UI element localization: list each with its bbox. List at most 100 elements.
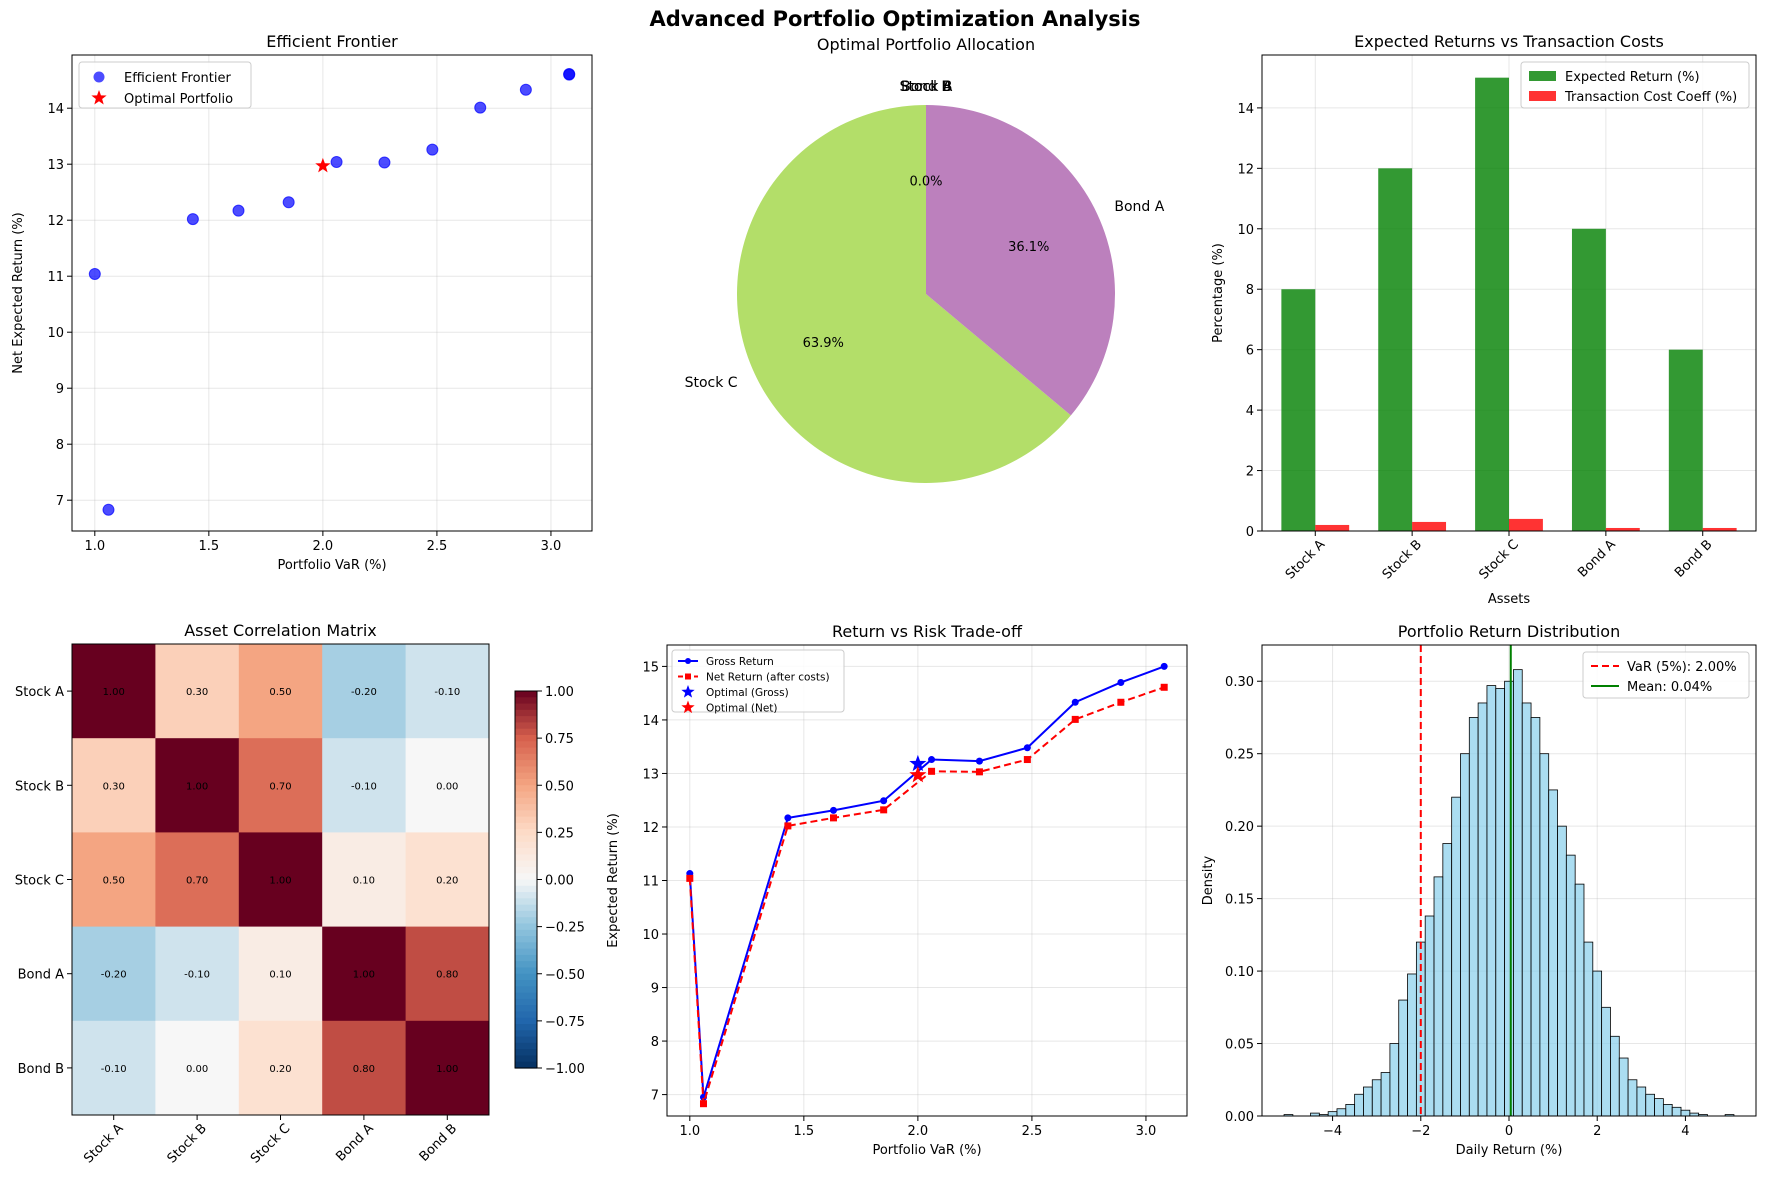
colorbar-segment xyxy=(515,866,537,874)
colorbar-tick-label: −0.50 xyxy=(545,968,585,983)
x-tick-label: 3.0 xyxy=(1136,1124,1157,1139)
y-tick-label: 4 xyxy=(1246,404,1254,419)
bar xyxy=(1509,518,1543,531)
y-axis-label: Percentage (%) xyxy=(1211,243,1226,343)
colorbar-tick-label: −0.75 xyxy=(545,1015,585,1030)
histogram-bar xyxy=(1380,1072,1391,1117)
net-return-point xyxy=(1023,756,1031,764)
y-tick-label: 10 xyxy=(47,326,64,341)
x-tick-label: 1.5 xyxy=(793,1124,814,1139)
net-return-point xyxy=(975,768,983,776)
frontier-point xyxy=(426,143,439,156)
pie-slice xyxy=(926,105,1115,416)
y-tick-label: 14 xyxy=(47,102,64,117)
bar xyxy=(1475,77,1509,532)
heatmap-cell-label: 0.80 xyxy=(436,970,458,981)
heatmap-cell xyxy=(322,832,407,928)
net-return-point xyxy=(784,822,792,830)
x-tick-label: 2.5 xyxy=(1022,1124,1043,1139)
legend-marker-optimal-net xyxy=(681,700,695,714)
y-tick-label: 11 xyxy=(47,270,64,285)
gross-return-line xyxy=(688,665,1165,1098)
heatmap-cell xyxy=(155,644,240,739)
colorbar-segment xyxy=(515,703,537,711)
colorbar-segment xyxy=(515,1017,537,1025)
heatmap-cell xyxy=(405,738,490,833)
bar xyxy=(1412,521,1447,531)
y-tick-label: 7 xyxy=(56,494,64,509)
colorbar-segment xyxy=(515,772,537,780)
heatmap-cell xyxy=(238,926,323,1022)
histogram-bar xyxy=(1565,854,1576,1117)
y-tick-label: 0.25 xyxy=(1225,748,1254,763)
histogram-bar xyxy=(1662,1104,1673,1117)
net-return-point xyxy=(699,1100,707,1108)
x-axis-label: Daily Return (%) xyxy=(1456,1143,1563,1158)
x-tick-label: Stock C xyxy=(248,1121,293,1166)
pie-percent-label: 63.9% xyxy=(803,336,844,351)
histogram-bar xyxy=(1680,1109,1691,1117)
colorbar-segment xyxy=(515,942,537,950)
x-tick-label: 1.0 xyxy=(84,539,105,554)
colorbar-segment xyxy=(515,1055,537,1063)
y-tick-label: Stock A xyxy=(15,685,64,700)
bar xyxy=(1605,527,1640,531)
heatmap-cell-label: -0.10 xyxy=(434,687,460,698)
heatmap-cell-label: 0.80 xyxy=(353,1064,375,1075)
optimal-gross-marker xyxy=(909,754,927,772)
heatmap-cell-label: 0.00 xyxy=(436,781,458,792)
colorbar-segment xyxy=(515,998,537,1006)
chart-title: Asset Correlation Matrix xyxy=(184,621,377,640)
legend-label: Net Return (after costs) xyxy=(706,672,830,684)
x-tick-label: Stock A xyxy=(1283,537,1328,582)
y-tick-label: 7 xyxy=(651,1089,659,1104)
y-tick-label: 11 xyxy=(642,875,659,890)
legend-marker-optimal xyxy=(91,90,107,105)
pie-label: Stock C xyxy=(685,375,738,391)
y-tick-label: 6 xyxy=(1246,344,1254,359)
legend: Efficient Frontier Optimal Portfolio xyxy=(78,61,252,109)
heatmap-cell-label: -0.10 xyxy=(184,970,210,981)
colorbar-segment xyxy=(515,722,537,730)
heatmap-cell xyxy=(238,738,323,833)
legend-box xyxy=(671,649,845,713)
gross-return-point xyxy=(829,806,837,814)
pie-label: Bond A xyxy=(1114,199,1164,215)
chart-title: Return vs Risk Trade-off xyxy=(832,622,1023,641)
chart-title: Efficient Frontier xyxy=(266,32,398,51)
y-tick-label: Bond A xyxy=(18,968,64,983)
y-tick-label: 15 xyxy=(642,660,659,675)
legend-marker-net xyxy=(685,673,691,680)
portfolio-allocation-pie-chart: Optimal Portfolio Allocation Stock A 0.0% S… xyxy=(685,35,1165,484)
heatmap-cell-label: -0.10 xyxy=(101,1064,127,1075)
y-tick-label: Bond B xyxy=(18,1062,64,1077)
gross-return-point xyxy=(975,757,983,765)
optimal-portfolio-marker xyxy=(315,157,331,173)
x-tick-label: 2.0 xyxy=(313,539,334,554)
x-tick-label: Stock B xyxy=(165,1121,210,1166)
heatmap-cell xyxy=(72,738,156,833)
y-tick-label: 8 xyxy=(651,1035,659,1050)
histogram-bar xyxy=(1354,1093,1364,1117)
heatmap-cell-label: 0.10 xyxy=(353,876,375,887)
colorbar-segment xyxy=(515,816,537,824)
bar xyxy=(1702,527,1737,531)
histogram-bar xyxy=(1398,999,1408,1117)
colorbar-segment xyxy=(515,728,537,736)
heatmap-cell xyxy=(72,832,156,928)
heatmap-cell xyxy=(322,644,407,739)
legend-swatch xyxy=(1529,71,1556,81)
colorbar-segment xyxy=(515,986,537,994)
y-tick-label: Stock C xyxy=(15,874,64,889)
y-tick-label: 14 xyxy=(1237,102,1254,117)
y-tick-label: 0.20 xyxy=(1225,820,1254,835)
colorbar-segment xyxy=(515,822,537,830)
colorbar-tick-label: −0.25 xyxy=(545,921,585,936)
net-return-point xyxy=(880,806,888,814)
bar xyxy=(1281,289,1316,531)
net-return-point xyxy=(1117,698,1125,706)
pie-slice xyxy=(736,104,1071,484)
heatmap-cell xyxy=(155,1020,240,1116)
colorbar-segment xyxy=(515,860,537,868)
gross-return-point xyxy=(1117,678,1125,686)
